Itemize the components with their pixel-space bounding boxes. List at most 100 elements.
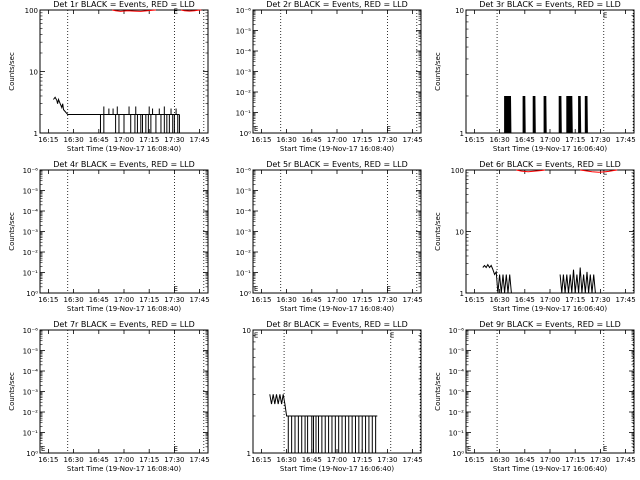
y-tick-label: 1 [247,450,251,458]
x-tick-label: 17:45 [616,296,636,304]
event-marker: E [387,125,391,133]
y-tick-label: 10⁻² [449,409,465,417]
x-tick-label: 17:15 [565,136,585,144]
panel-title: Det 2r BLACK = Events, RED = LLD [266,0,408,9]
panel-title: Det 5r BLACK = Events, RED = LLD [266,160,408,169]
y-tick-label: 100 [451,167,464,175]
panel-title: Det 4r BLACK = Events, RED = LLD [53,160,195,169]
plot-frame [39,329,209,454]
x-tick-label: 17:15 [139,296,159,304]
x-tick-label: 16:30 [64,456,84,464]
x-tick-label: 17:30 [377,136,397,144]
y-tick-label: 10⁻³ [236,229,252,237]
y-tick-label: 10⁻⁴ [449,368,465,376]
y-tick-label: 1 [34,130,38,138]
x-tick-label: 17:15 [352,456,372,464]
x-tick-label: 17:15 [565,296,585,304]
events-burst [578,95,582,134]
x-tick-label: 17:30 [377,456,397,464]
y-tick-label: 10 [242,327,251,335]
plot-frame [252,329,422,454]
x-tick-label: 16:30 [277,296,297,304]
x-tick-label: 16:45 [515,136,535,144]
panel-det-7: Det 7r BLACK = Events, RED = LLD 16:15 16:… [8,320,210,473]
x-tick-label: 17:30 [164,456,184,464]
y-axis-label: Counts/sec [434,372,442,411]
y-tick-label: 10⁻³ [236,69,252,77]
events-burst [522,95,526,134]
plot-frame [465,9,635,134]
event-marker: E [603,11,607,19]
x-tick-label: 16:30 [490,296,510,304]
y-axis-label: Counts/sec [434,212,442,251]
panel-det-5: Det 5r BLACK = Events, RED = LLD 16:15 16:… [236,160,423,313]
y-tick-label: 10 [455,229,464,237]
x-tick-label: 17:30 [590,136,610,144]
y-tick-label: 10⁻³ [449,389,465,397]
y-tick-label: 10⁻⁴ [236,48,252,56]
x-tick-label: 16:30 [64,136,84,144]
y-tick-label: 10⁻⁶ [236,7,252,15]
y-tick-label: 10⁻⁴ [236,208,252,216]
series-line [559,267,597,294]
lld-series [112,9,202,12]
panel-det-1: Det 1r BLACK = Events, RED = LLD 16:15 16:… [8,0,210,153]
x-tick-label: 16:30 [64,296,84,304]
y-tick-label: 10⁻³ [23,229,39,237]
event-marker: E [254,125,258,133]
x-tick-label: 17:45 [616,456,636,464]
plot-frame [465,169,635,294]
panel-title: Det 1r BLACK = Events, RED = LLD [53,0,195,9]
y-tick-label: 10⁻⁴ [23,368,39,376]
panel-det-9: Det 9r BLACK = Events, RED = LLD 16:15 16:… [434,320,636,473]
y-tick-label: 10⁻² [236,249,252,257]
y-tick-label: 10⁻⁶ [23,167,39,175]
x-tick-label: 16:45 [302,296,322,304]
x-axis-label: Start Time (19-Nov-17 16:08:40) [280,145,394,153]
event-marker: E [390,331,394,339]
x-tick-label: 16:15 [464,456,484,464]
series-line [180,9,202,12]
event-marker: E [254,331,258,339]
x-tick-label: 16:30 [490,136,510,144]
y-tick-label: 10 [455,7,464,15]
y-tick-label: 1 [460,290,464,298]
x-tick-label: 17:00 [327,456,347,464]
events-burst [532,95,536,134]
x-tick-label: 16:15 [38,296,58,304]
x-tick-label: 17:45 [403,136,423,144]
x-tick-label: 16:15 [251,136,271,144]
x-tick-label: 17:00 [540,456,560,464]
x-axis-label: Start Time (19-Nov-17 16:06:40) [493,305,607,313]
series-line [269,394,378,417]
x-tick-label: 17:30 [164,136,184,144]
event-marker: E [174,285,178,293]
events-series [482,263,597,294]
x-tick-label: 16:45 [89,456,109,464]
events-series [269,394,378,453]
x-tick-label: 17:30 [590,456,610,464]
y-tick-label: 10⁰ [239,290,251,298]
x-tick-label: 16:15 [38,456,58,464]
x-tick-label: 17:15 [139,456,159,464]
y-tick-label: 10⁻² [23,409,39,417]
y-tick-label: 10⁰ [452,450,464,458]
x-tick-label: 17:45 [403,296,423,304]
events-burst [504,95,512,134]
x-tick-label: 17:45 [616,136,636,144]
y-tick-label: 10⁰ [239,130,251,138]
y-tick-label: 10⁻⁵ [236,188,252,196]
x-tick-label: 16:15 [464,296,484,304]
panel-title: Det 3r BLACK = Events, RED = LLD [479,0,621,9]
x-tick-label: 16:30 [277,136,297,144]
y-tick-label: 10⁻⁶ [449,327,465,335]
x-tick-label: 16:45 [515,296,535,304]
x-tick-label: 17:30 [377,296,397,304]
panel-det-8: Det 8r BLACK = Events, RED = LLD 16:15 16:… [242,320,423,473]
series-line [112,9,156,12]
x-axis-label: Start Time (19-Nov-17 16:06:40) [280,465,394,473]
event-marker: E [41,445,45,453]
x-axis-label: Start Time (19-Nov-17 16:08:40) [280,305,394,313]
event-marker: E [387,285,391,293]
